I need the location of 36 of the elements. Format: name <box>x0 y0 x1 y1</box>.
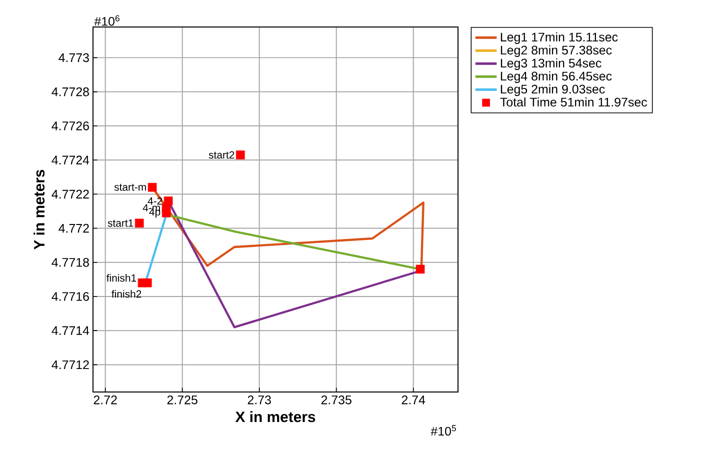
x-tick-label: 2.73 <box>248 396 271 404</box>
text: #10$^{6}$ <box>94 15 120 26</box>
y-tick-label: 4.7718 <box>52 258 89 267</box>
legend-label: Total Time 51min 11.97sec <box>500 97 648 107</box>
y-tick-label: 4.7728 <box>52 87 89 96</box>
annotation: start1 <box>108 219 134 227</box>
legend-label: Leg2 8min 57.38sec <box>500 45 612 57</box>
annotation: finish1 <box>106 274 136 282</box>
x-tick-label: 2.72 <box>94 396 117 404</box>
x-tick-label: 2.735 <box>321 396 352 404</box>
y-tick-label: 4.7716 <box>52 292 89 301</box>
x-tick-label: 2.725 <box>167 396 198 404</box>
legend-label: Leg1 17min 15.11sec <box>500 32 618 44</box>
point <box>134 218 144 228</box>
text: #10$^{5}$ <box>430 425 456 436</box>
y-tick-label: 4.7714 <box>52 326 90 335</box>
y-tick-label: 4.7726 <box>52 122 89 130</box>
legend-label: Leg4 8min 56.45sec <box>500 71 612 83</box>
y-tick-label: 4.7722 <box>52 190 89 198</box>
point <box>142 278 152 288</box>
annotation: finish2 <box>112 290 142 298</box>
point <box>416 264 425 274</box>
legend-label: Leg5 2min 9.03sec <box>500 84 605 96</box>
x-axis-title: X in meters <box>235 411 316 422</box>
point <box>236 150 245 160</box>
point <box>162 208 171 218</box>
y-tick-label: 4.7712 <box>52 360 89 370</box>
x-tick-label: 2.74 <box>402 396 426 404</box>
annotation: start-m <box>114 184 146 191</box>
legend-label: Leg3 13min 54sec <box>500 58 602 70</box>
annotation: start2 <box>208 151 234 159</box>
y-tick-label: 4.773 <box>58 53 89 62</box>
y-tick-label: 4.7724 <box>52 156 90 164</box>
y-axis-title: Y in meters <box>34 170 45 250</box>
point <box>148 182 157 192</box>
y-tick-label: 4.772 <box>58 224 89 233</box>
